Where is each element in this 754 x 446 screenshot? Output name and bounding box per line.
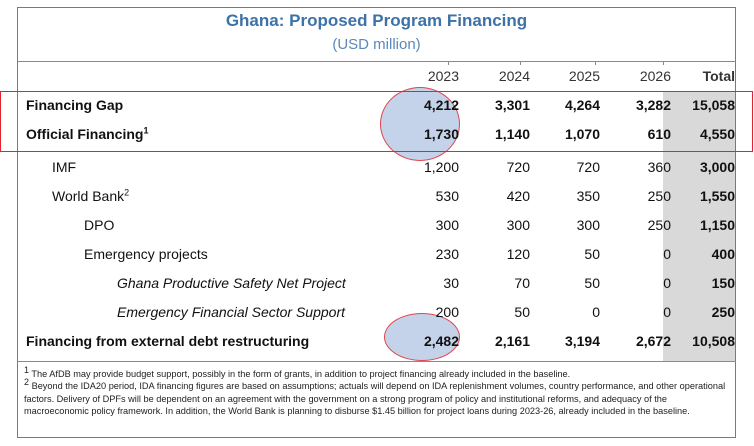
column-header-2023: 2023 — [427, 68, 459, 84]
highlight-rectangle — [0, 91, 753, 152]
row-label: IMF — [52, 159, 77, 175]
column-tick — [663, 61, 664, 65]
cell: 2,672 — [635, 333, 671, 349]
column-tick — [595, 61, 596, 65]
row-label: DPO — [84, 217, 115, 233]
row-label: Emergency projects — [84, 246, 208, 262]
cell: 360 — [647, 159, 671, 175]
row-label: Emergency Financial Sector Support — [117, 304, 345, 320]
cell: 50 — [584, 246, 600, 262]
cell: 250 — [647, 217, 671, 233]
header-divider — [17, 61, 736, 62]
cell: 200 — [435, 304, 459, 320]
cell: 3,301 — [494, 97, 530, 113]
cell: 420 — [506, 188, 530, 204]
cell: 4,212 — [423, 97, 459, 113]
cell: 300 — [435, 217, 459, 233]
column-tick — [448, 61, 449, 65]
table-title: Ghana: Proposed Program Financing — [225, 11, 528, 30]
cell-total: 1,550 — [699, 188, 735, 204]
row-label: Financing from external debt restructuri… — [26, 333, 310, 349]
cell-total: 15,058 — [692, 97, 735, 113]
footnote-text: Beyond the IDA20 period, IDA financing f… — [24, 381, 726, 417]
cell: 1,140 — [494, 126, 530, 142]
cell: 720 — [506, 159, 530, 175]
cell-total: 3,000 — [699, 159, 735, 175]
cell: 70 — [514, 275, 530, 291]
cell: 30 — [443, 275, 459, 291]
table-row-emergency-projects: Emergency projects 230 120 50 0 400 — [17, 240, 736, 268]
cell: 300 — [576, 217, 600, 233]
column-header-2026: 2026 — [639, 68, 671, 84]
cell: 4,264 — [564, 97, 600, 113]
cell: 250 — [647, 188, 671, 204]
cell: 720 — [576, 159, 600, 175]
cell: 0 — [663, 275, 671, 291]
table-row-financial-sector-support: Emergency Financial Sector Support 200 5… — [17, 298, 736, 326]
cell: 530 — [435, 188, 459, 204]
table-row-world-bank: World Bank2 530 420 350 250 1,550 — [17, 182, 736, 210]
total-column-shading — [663, 91, 735, 361]
row-label: World Bank2 — [52, 187, 130, 204]
footnote-text: The AfDB may provide budget support, pos… — [29, 369, 571, 379]
highlight-ellipse-restructuring-2023 — [384, 313, 460, 361]
table-row-financing-gap: Financing Gap 4,212 3,301 4,264 3,282 15… — [17, 91, 736, 119]
cell: 610 — [647, 126, 671, 142]
footnote-mark: 2 — [24, 377, 30, 388]
table-subtitle: (USD million) — [332, 36, 421, 53]
footnote-ref: 2 — [124, 187, 130, 198]
cell: 3,282 — [635, 97, 671, 113]
cell: 0 — [663, 246, 671, 262]
cell-total: 1,150 — [699, 217, 735, 233]
table-row-official-financing: Official Financing1 1,730 1,140 1,070 61… — [17, 120, 736, 148]
footnote-mark: 1 — [24, 364, 30, 375]
column-tick — [520, 61, 521, 65]
table-row-debt-restructuring: Financing from external debt restructuri… — [17, 327, 736, 355]
footnote-1: 1 The AfDB may provide budget support, p… — [24, 364, 730, 380]
row-label: Financing Gap — [26, 97, 124, 113]
cell-total: 400 — [711, 246, 735, 262]
column-header-row: 2023 2024 2025 2026 Total — [17, 62, 736, 90]
cell: 0 — [663, 304, 671, 320]
cell-total: 150 — [711, 275, 735, 291]
row-label: Official Financing1 — [26, 125, 149, 142]
highlight-ellipse-official-2023 — [380, 87, 460, 161]
cell-total: 4,550 — [699, 126, 735, 142]
cell-total: 250 — [711, 304, 735, 320]
cell: 120 — [506, 246, 530, 262]
cell: 300 — [506, 217, 530, 233]
column-header-2025: 2025 — [568, 68, 600, 84]
cell: 50 — [584, 275, 600, 291]
cell: 3,194 — [564, 333, 600, 349]
footnote-divider — [17, 361, 736, 362]
table-row-safety-net-project: Ghana Productive Safety Net Project 30 7… — [17, 269, 736, 297]
table-frame — [17, 7, 736, 438]
cell-total: 10,508 — [692, 333, 735, 349]
cell: 0 — [592, 304, 600, 320]
cell: 50 — [514, 304, 530, 320]
row-label: Ghana Productive Safety Net Project — [117, 275, 346, 291]
table-row-dpo: DPO 300 300 300 250 1,150 — [17, 211, 736, 239]
cell: 230 — [435, 246, 459, 262]
cell: 1,070 — [564, 126, 600, 142]
cell: 1,730 — [423, 126, 459, 142]
cell: 350 — [576, 188, 600, 204]
cell: 2,482 — [423, 333, 459, 349]
table-row-imf: IMF 1,200 720 720 360 3,000 — [17, 153, 736, 181]
footnote-ref: 1 — [143, 125, 149, 136]
cell: 1,200 — [423, 159, 459, 175]
footnote-2: 2 Beyond the IDA20 period, IDA financing… — [24, 377, 730, 417]
column-header-2024: 2024 — [498, 68, 530, 84]
footnotes: 1 The AfDB may provide budget support, p… — [24, 364, 730, 418]
cell: 2,161 — [494, 333, 530, 349]
column-header-total: Total — [702, 68, 735, 84]
